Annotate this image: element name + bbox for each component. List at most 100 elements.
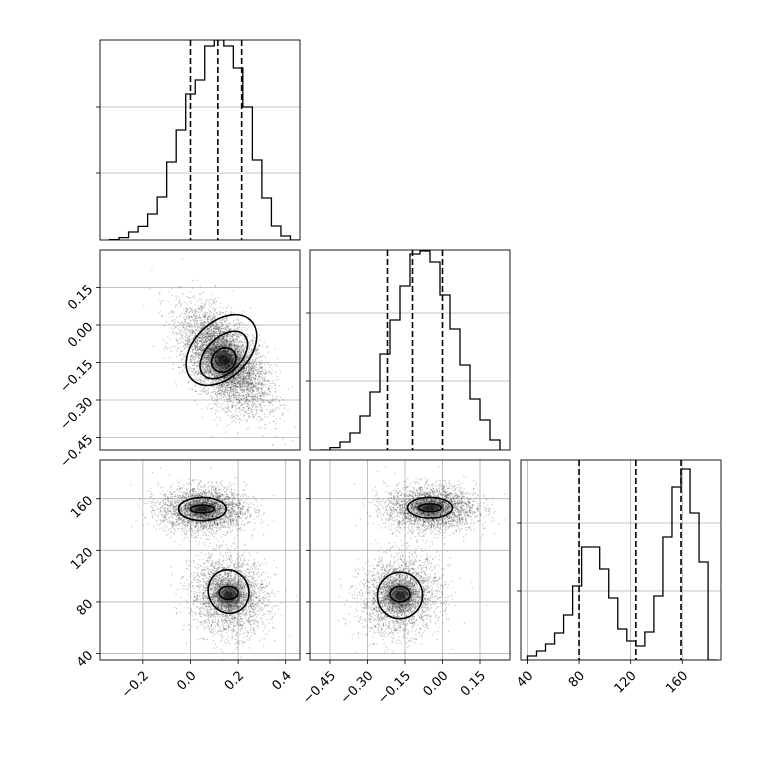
scatter-point [254, 358, 256, 361]
scatter-point [238, 397, 240, 399]
scatter-point [221, 331, 223, 333]
scatter-point [198, 360, 200, 362]
scatter-point [229, 376, 232, 378]
scatter-point [228, 367, 230, 370]
scatter-point [253, 361, 256, 363]
scatter-point [212, 407, 214, 409]
scatter-point [177, 347, 179, 349]
scatter-point [272, 411, 274, 413]
scatter-point [246, 384, 249, 387]
scatter-point [212, 364, 215, 366]
scatter-point [252, 417, 254, 419]
scatter-point [225, 371, 227, 374]
scatter-point [203, 368, 205, 370]
scatter-point [243, 413, 246, 416]
scatter-point [217, 371, 219, 374]
scatter-point [213, 371, 216, 373]
scatter-point [214, 309, 216, 311]
scatter-point [212, 352, 214, 355]
scatter-point [271, 399, 274, 401]
scatter-point [264, 364, 266, 366]
scatter-point [195, 365, 198, 367]
scatter-point [194, 385, 196, 387]
scatter-point [254, 372, 256, 374]
scatter-point [208, 333, 210, 335]
scatter-point [218, 346, 220, 348]
scatter-point [207, 369, 209, 371]
scatter-point [217, 390, 219, 392]
scatter-point [208, 368, 211, 370]
scatter-point [209, 362, 211, 364]
scatter-point [258, 375, 260, 377]
scatter-point [216, 353, 218, 355]
scatter-point [242, 345, 244, 347]
scatter-point [240, 405, 242, 407]
scatter-point [242, 403, 245, 405]
scatter-point [247, 335, 249, 337]
scatter-point [178, 301, 180, 303]
scatter-point [245, 396, 247, 398]
scatter-point [216, 312, 218, 314]
scatter-point [199, 285, 201, 287]
scatter-point [208, 372, 210, 374]
scatter-point [225, 338, 227, 340]
scatter-point [213, 349, 215, 352]
panel-0-0 [96, 39, 301, 241]
scatter-point [199, 327, 201, 329]
scatter-point [228, 351, 230, 353]
scatter-point [233, 360, 235, 363]
scatter-point [217, 385, 220, 387]
scatter-point [184, 347, 186, 349]
scatter-point [206, 317, 209, 319]
scatter-point [190, 354, 192, 357]
scatter-point [231, 381, 233, 383]
scatter-point [212, 330, 214, 332]
scatter-point [238, 391, 240, 394]
scatter-point [269, 391, 271, 394]
scatter-point [229, 399, 231, 401]
scatter-point [241, 377, 243, 380]
scatter-point [258, 383, 260, 385]
scatter-point [231, 368, 233, 370]
scatter-point [206, 372, 208, 374]
scatter-point [226, 384, 228, 386]
scatter-point [201, 319, 203, 321]
scatter-point [199, 348, 201, 350]
scatter-point [197, 348, 199, 350]
scatter-point [256, 358, 258, 360]
scatter-point [205, 363, 208, 365]
scatter-point [255, 378, 257, 380]
scatter-point [216, 367, 218, 369]
scatter-point [191, 374, 193, 376]
scatter-point [225, 352, 227, 354]
scatter-point [237, 366, 239, 368]
scatter-point [191, 354, 193, 356]
scatter-point [193, 342, 195, 344]
scatter-point [225, 365, 227, 367]
scatter-point [236, 340, 239, 343]
scatter-point [221, 353, 223, 355]
scatter-point [220, 344, 222, 346]
scatter-point [203, 325, 205, 327]
scatter-point [223, 356, 225, 358]
scatter-point [180, 353, 182, 355]
scatter-point [190, 302, 193, 304]
scatter-point [234, 380, 236, 382]
scatter-point [230, 397, 232, 399]
scatter-point [261, 370, 264, 373]
scatter-point [184, 338, 187, 341]
scatter-point [227, 375, 229, 377]
scatter-point [218, 322, 220, 324]
scatter-point [197, 336, 199, 339]
scatter-point [206, 333, 208, 335]
scatter-point [274, 384, 276, 386]
scatter-point [244, 338, 247, 340]
scatter-point [231, 340, 233, 342]
scatter-point [242, 406, 245, 408]
scatter-point [275, 407, 277, 409]
scatter-point [242, 394, 244, 397]
scatter-point [233, 377, 235, 379]
scatter-point [241, 389, 243, 391]
scatter-point [246, 428, 248, 430]
scatter-point [272, 400, 274, 402]
